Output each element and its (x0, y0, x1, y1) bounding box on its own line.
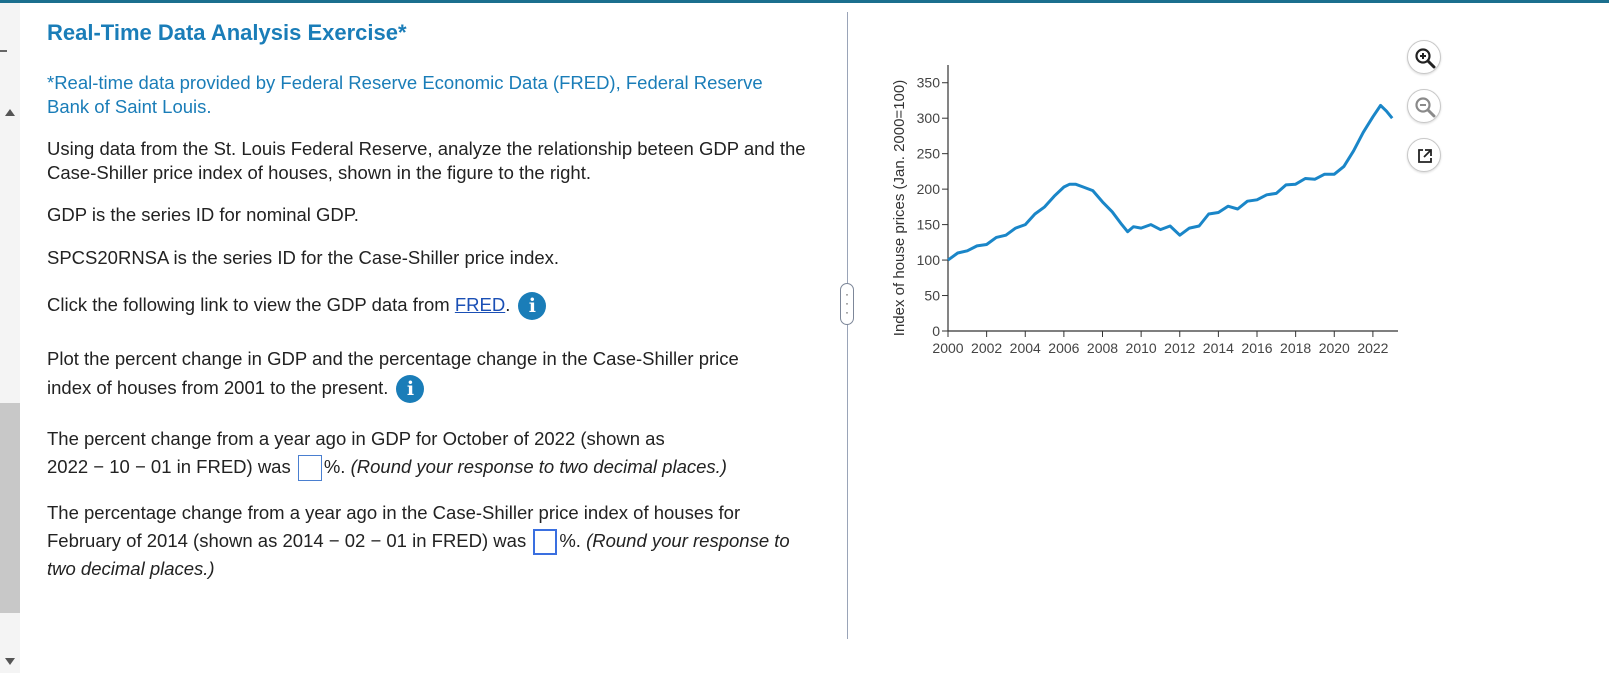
percent-sign: %. (559, 530, 581, 551)
y-tick-label: 300 (917, 110, 941, 126)
scroll-up-arrow-icon[interactable] (5, 109, 15, 116)
x-tick-label: 2020 (1319, 340, 1350, 356)
house-price-series-line (947, 103, 1394, 262)
scroll-tick (0, 50, 7, 52)
percent-sign: %. (323, 456, 346, 477)
question-cs-text: February of 2014 (shown as 2014 − 02 − 0… (47, 530, 527, 551)
zoom-in-button[interactable] (1407, 40, 1441, 74)
case-shiller-answer-input[interactable] (533, 529, 558, 556)
y-tick-label: 100 (917, 252, 941, 268)
y-tick-label: 250 (917, 146, 941, 162)
popout-icon (1418, 149, 1432, 163)
x-tick-label: 2000 (932, 340, 963, 356)
pane-resize-handle[interactable]: · · · (840, 283, 854, 325)
exercise-title: Real-Time Data Analysis Exercise* (47, 20, 407, 45)
rounding-hint: (Round your response to two decimal plac… (350, 456, 727, 477)
question-case-shiller: The percentage change from a year ago in… (47, 499, 790, 583)
rounding-hint-continued: two decimal places.) (47, 558, 215, 580)
y-tick-label: 50 (924, 288, 940, 304)
question-gdp-line-2: 2022 − 10 − 01 in FRED) was %. (Round yo… (47, 453, 727, 482)
house-price-chart: 0 50 100 150 200 250 300 350 2000 2002 2004 2006 200… (885, 40, 1445, 375)
spcs-series-text: SPCS20RNSA is the series ID for the Case… (47, 247, 560, 268)
x-tick-label: 2010 (1126, 340, 1157, 356)
x-tick-label: 2022 (1357, 340, 1388, 356)
y-tick-label: 200 (917, 181, 941, 197)
intro-text: Using data from the St. Louis Federal Re… (47, 138, 806, 183)
info-icon[interactable]: i (518, 292, 547, 320)
x-tick-label: 2004 (1010, 340, 1041, 356)
x-tick-label: 2006 (1048, 340, 1079, 356)
x-tick-label: 2008 (1087, 340, 1118, 356)
link-suffix: . (505, 293, 511, 315)
question-gdp: The percent change from a year ago in GD… (47, 425, 727, 482)
x-tick-label: 2002 (971, 340, 1002, 356)
popout-button[interactable] (1407, 138, 1441, 172)
question-cs-line-3: two decimal places.) (47, 555, 790, 583)
vertical-scrollbar[interactable] (0, 3, 20, 673)
plot-text: Plot the percent change in GDP and the p… (47, 348, 739, 398)
gdp-series-text: GDP is the series ID for nominal GDP. (47, 204, 359, 225)
pane-divider (847, 12, 848, 639)
question-gdp-line-1: The percent change from a year ago in GD… (47, 428, 665, 449)
x-tick-label: 2018 (1280, 340, 1311, 356)
scroll-thumb[interactable] (0, 403, 20, 613)
info-icon[interactable]: i (396, 375, 425, 404)
y-tick-label: 150 (917, 217, 941, 233)
link-prefix: Click the following link to view the GDP… (47, 293, 455, 315)
zoom-out-button[interactable] (1407, 89, 1441, 123)
chart-svg: 0 50 100 150 200 250 300 350 2000 2002 2004 2006 200… (891, 65, 1398, 356)
question-cs-line-1: The percentage change from a year ago in… (47, 502, 741, 523)
y-tick-label: 350 (917, 75, 941, 91)
top-rule (0, 0, 1609, 3)
x-tick-label: 2012 (1164, 340, 1195, 356)
question-gdp-text: 2022 − 10 − 01 in FRED) was (47, 456, 291, 477)
x-tick-label: 2016 (1241, 340, 1272, 356)
gdp-answer-input[interactable] (297, 455, 322, 482)
fred-note: *Real-time data provided by Federal Rese… (47, 72, 763, 117)
x-tick-label: 2014 (1203, 340, 1234, 356)
y-axis-label: Index of house prices (Jan. 2000=100) (891, 80, 908, 336)
rounding-hint: (Round your response to (586, 530, 790, 551)
fred-link-line: Click the following link to view the GDP… (47, 292, 547, 320)
y-tick-label: 0 (932, 323, 940, 339)
plot-instruction: Plot the percent change in GDP and the p… (47, 344, 787, 404)
scroll-down-arrow-icon[interactable] (5, 658, 15, 665)
zoom-in-icon (1415, 48, 1436, 69)
zoom-out-icon (1415, 97, 1436, 118)
question-cs-line-2: February of 2014 (shown as 2014 − 02 − 0… (47, 527, 790, 556)
fred-link[interactable]: FRED (454, 293, 506, 315)
